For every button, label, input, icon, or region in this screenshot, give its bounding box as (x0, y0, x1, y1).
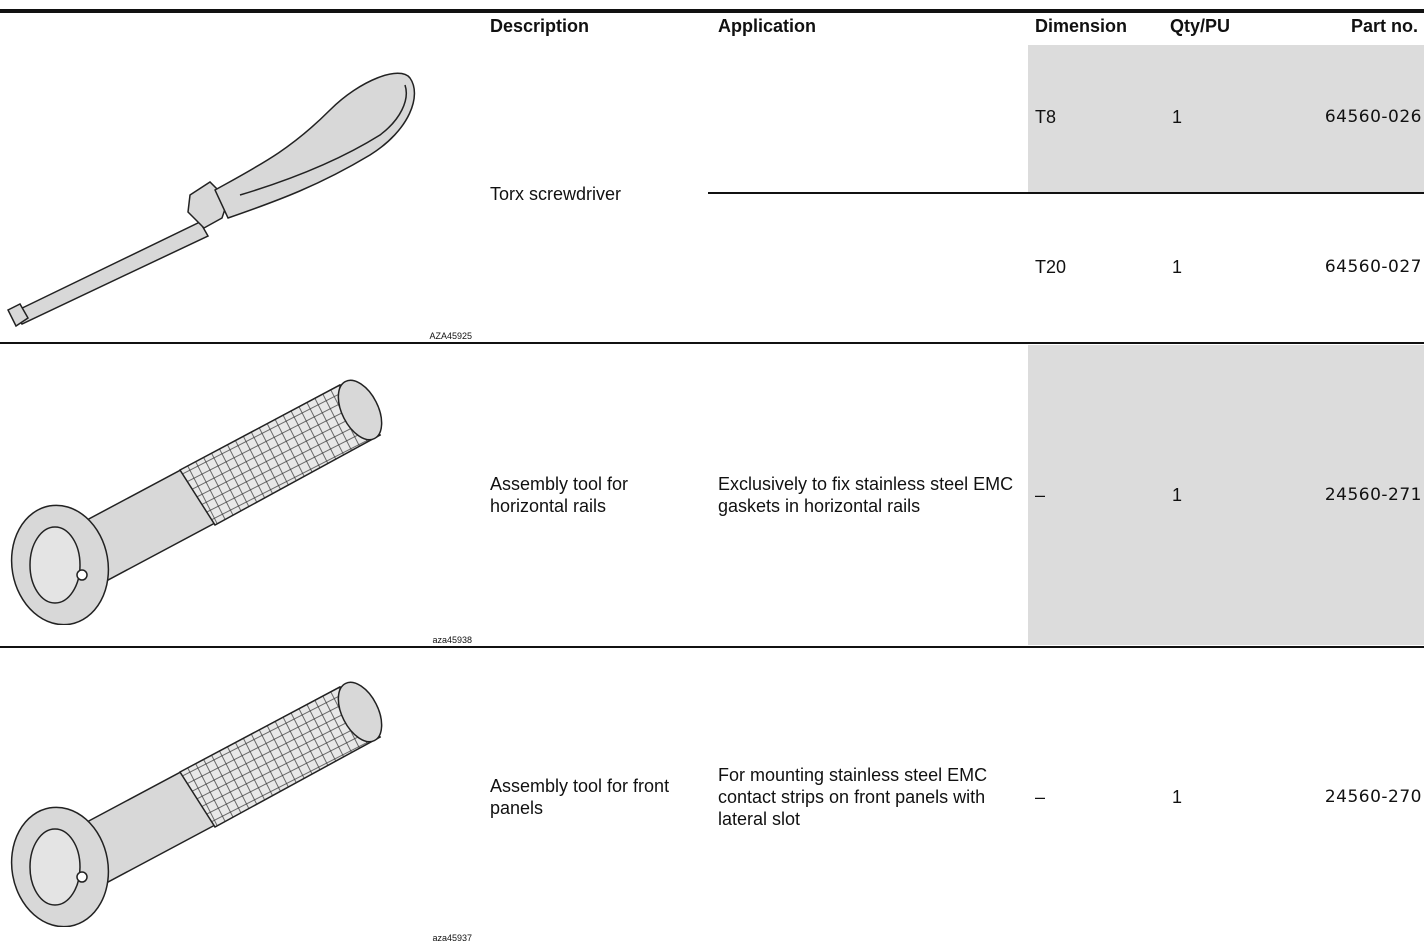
dimension: T20 (1035, 257, 1067, 277)
qty: 1 (1172, 485, 1183, 505)
column-header: Description (490, 16, 590, 36)
image-id: aza45937 (432, 933, 472, 943)
column-header: Qty/PU (1170, 16, 1231, 36)
column-header: Part no. (1350, 16, 1418, 36)
assembly-tool-illustration (10, 379, 383, 625)
row-rule (0, 646, 1424, 648)
shaded-cell (1028, 345, 1424, 645)
description: Torx screwdriver (490, 184, 622, 204)
screwdriver-illustration (6, 72, 416, 328)
dimension: – (1035, 787, 1046, 807)
column-header: Dimension (1035, 16, 1128, 36)
application: For mounting stainless steel EMC contact… (718, 765, 988, 829)
row-rule (0, 342, 1424, 344)
application: Exclusively to fix stainless steel EMC g… (718, 474, 1014, 516)
description: Assembly tool for front panels (490, 776, 670, 818)
image-id: aza45938 (432, 635, 472, 645)
qty: 1 (1172, 787, 1183, 807)
part-no: 64560-026 (1324, 107, 1422, 127)
part-no: 24560-270 (1324, 787, 1422, 807)
part-no: 64560-027 (1324, 257, 1422, 277)
description: Assembly tool for horizontal rails (490, 474, 629, 516)
row-rule (708, 192, 1424, 194)
top-rule (0, 9, 1424, 13)
assembly-tool-illustration (10, 681, 383, 927)
dimension: – (1035, 485, 1046, 505)
image-id: AZA45925 (429, 331, 472, 341)
qty: 1 (1172, 257, 1183, 277)
qty: 1 (1172, 107, 1183, 127)
shaded-cell (1028, 45, 1424, 193)
part-no: 24560-271 (1324, 485, 1422, 505)
dimension: T8 (1035, 107, 1057, 127)
column-header: Application (718, 16, 816, 36)
